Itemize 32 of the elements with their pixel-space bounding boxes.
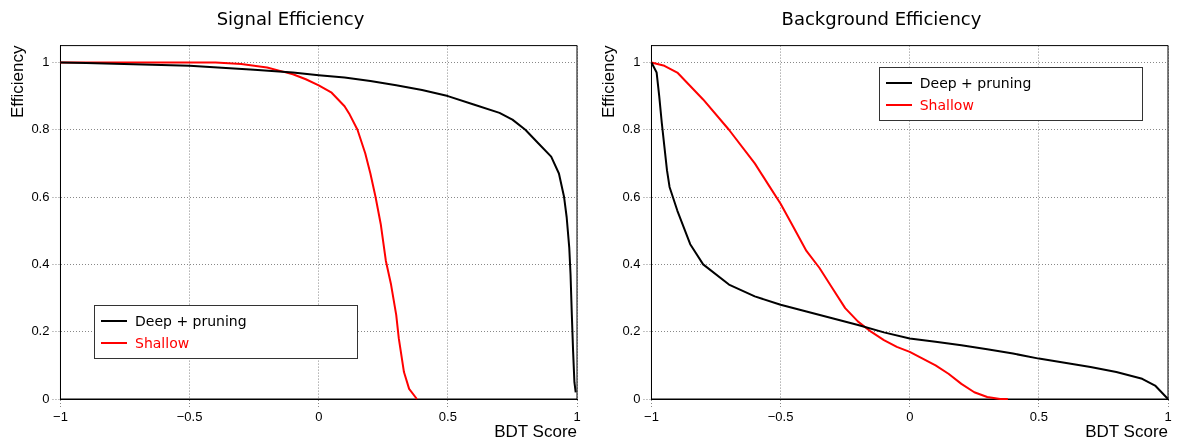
legend-label: Shallow (919, 95, 974, 115)
legend-label: Deep + pruning (135, 312, 247, 332)
legend-label: Deep + pruning (919, 73, 1032, 93)
y-tick-label: 0.4 (622, 255, 641, 271)
chart-title: Background Efficiency (781, 8, 982, 30)
y-tick-label: 0.2 (31, 323, 50, 339)
y-tick-label: 1 (42, 54, 50, 70)
x-tick-label: 1 (573, 409, 581, 425)
y-axis-title: Efficiency (7, 45, 27, 119)
x-tick-label: −0.5 (767, 409, 794, 425)
y-tick-label: 0.6 (31, 188, 50, 204)
x-tick-label: 0 (906, 409, 914, 425)
x-tick-label: 0.5 (438, 409, 457, 425)
y-tick-label: 0.4 (31, 255, 50, 271)
legend-label: Shallow (135, 334, 190, 354)
y-tick-label: 0 (633, 390, 641, 406)
y-tick-label: 1 (633, 54, 641, 70)
y-tick-label: 0.2 (622, 323, 641, 339)
y-axis-title: Efficiency (598, 45, 618, 119)
y-tick-label: 0.6 (622, 188, 641, 204)
y-tick-label: 0 (42, 390, 50, 406)
y-tick-label: 0.8 (31, 121, 50, 137)
x-tick-label: 0 (315, 409, 323, 425)
chart-title: Signal Efficiency (216, 8, 365, 30)
x-axis-title: BDT Score (494, 422, 577, 442)
y-tick-label: 0.8 (622, 121, 641, 137)
x-tick-label: 1 (1164, 409, 1172, 425)
x-tick-label: −0.5 (176, 409, 203, 425)
x-tick-label: −1 (53, 409, 68, 425)
x-tick-label: −1 (644, 409, 659, 425)
x-axis-title: BDT Score (1085, 422, 1168, 442)
x-tick-label: 0.5 (1029, 409, 1048, 425)
